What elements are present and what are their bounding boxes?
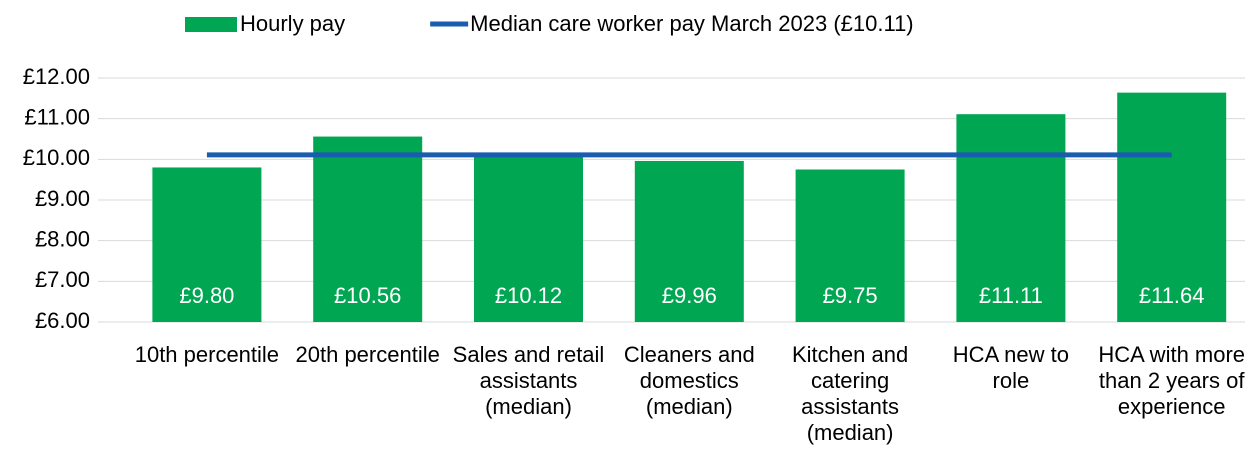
y-tick-label: £10.00 — [23, 145, 90, 170]
x-tick-label-box: 20th percentile — [295, 342, 440, 367]
bar — [1117, 92, 1227, 322]
data-label: £10.56 — [334, 283, 401, 308]
x-tick-label-box: Cleaners and domestics (median) — [623, 342, 755, 419]
x-tick-label: HCA new to role — [952, 342, 1069, 393]
x-tick-label: HCA with more than 2 years of experience — [1098, 342, 1246, 419]
y-tick-label: £12.00 — [23, 64, 90, 89]
x-tick-label-box: Sales and retail assistants (median) — [452, 342, 605, 419]
bar — [313, 136, 423, 322]
legend-label: Median care worker pay March 2023 (£10.1… — [470, 11, 913, 36]
y-tick-label: £6.00 — [35, 308, 90, 333]
y-tick-label: £8.00 — [35, 226, 90, 251]
bar — [795, 169, 905, 322]
legend-label: Hourly pay — [240, 11, 345, 36]
x-tick-label: Sales and retail assistants (median) — [452, 342, 605, 419]
data-label: £11.64 — [1139, 283, 1205, 308]
bar — [634, 160, 744, 322]
bar — [956, 114, 1066, 323]
data-label: £10.12 — [495, 283, 562, 308]
bar — [152, 167, 262, 322]
data-label: £9.75 — [823, 283, 878, 308]
data-label: £11.11 — [979, 283, 1043, 308]
x-tick-label-box: HCA new to role — [952, 342, 1069, 393]
x-tick-label-box: 10th percentile — [134, 342, 280, 367]
y-tick-label: £9.00 — [35, 186, 90, 211]
data-label: £9.96 — [662, 283, 717, 308]
y-tick-label: £7.00 — [35, 267, 90, 292]
legend-swatch — [185, 17, 237, 32]
data-label: £9.80 — [179, 283, 234, 308]
x-tick-label: 10th percentile — [134, 342, 280, 367]
x-tick-label: Kitchen and catering assistants (median) — [791, 342, 909, 445]
y-tick-label: £11.00 — [24, 104, 90, 129]
bar — [474, 154, 583, 322]
x-tick-label: Cleaners and domestics (median) — [623, 342, 755, 419]
x-tick-label-box: Kitchen and catering assistants (median) — [791, 342, 909, 445]
x-tick-label: 20th percentile — [295, 342, 440, 367]
x-tick-label-box: HCA with more than 2 years of experience — [1098, 342, 1246, 419]
